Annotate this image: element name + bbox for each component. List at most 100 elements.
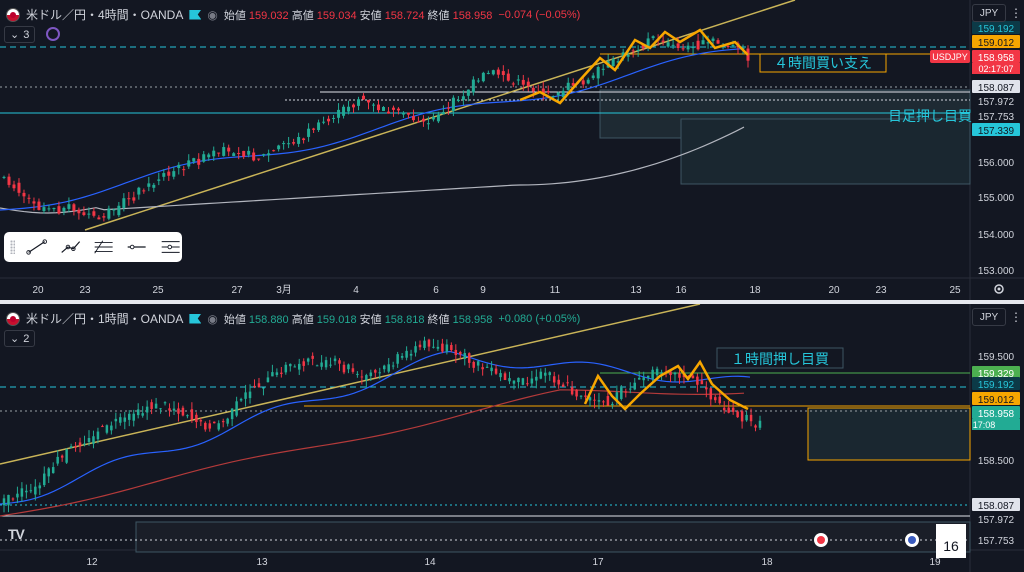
candle	[280, 372, 283, 374]
zone-box	[135, 521, 971, 553]
candle	[602, 401, 605, 403]
calendar-badge[interactable]: 16	[936, 524, 966, 558]
price-label: 158.087	[978, 83, 1015, 94]
candle	[152, 184, 156, 188]
candle	[661, 40, 665, 42]
pane-divider[interactable]	[0, 300, 1024, 304]
candle	[12, 184, 16, 189]
candle	[701, 40, 705, 45]
chart-pane-1h[interactable]: １時間押し目買 159.500 159.329 159.192 159.012 158.9…	[0, 304, 1024, 572]
ohlc-values: 始値 158.880 高値 159.018 安値 158.818 終値 158.…	[224, 311, 493, 327]
countdown-bg	[972, 419, 1020, 430]
candle	[456, 99, 460, 101]
candle	[60, 455, 64, 458]
line-tool-icon[interactable]	[25, 237, 48, 257]
chevron-icon: ⌄	[10, 29, 20, 41]
candle	[137, 187, 141, 195]
candle	[597, 400, 601, 402]
fib-tool-icon[interactable]	[92, 237, 115, 257]
eye-icon[interactable]: ◉	[207, 311, 218, 326]
candle	[700, 380, 704, 385]
annotation-daily-text: 日足押し目買	[888, 108, 972, 124]
candle	[566, 382, 569, 384]
trendline-tool-icon[interactable]	[59, 237, 82, 257]
indicator-toggle[interactable]: ⌄ 3	[4, 26, 36, 43]
candle	[624, 391, 628, 393]
flag-icon[interactable]	[189, 9, 202, 20]
candle	[247, 150, 251, 155]
parallel-tool-icon[interactable]	[159, 237, 182, 257]
flag-icon[interactable]	[189, 313, 202, 324]
candle	[204, 422, 207, 430]
candle	[601, 68, 605, 70]
gear-icon[interactable]	[992, 282, 1006, 296]
candle	[426, 123, 430, 125]
candle	[758, 420, 762, 428]
eye-icon[interactable]: ◉	[207, 7, 218, 22]
candle	[476, 80, 480, 82]
candle	[365, 375, 368, 380]
time-label: 12	[86, 557, 98, 568]
candle	[202, 154, 206, 162]
candle	[87, 213, 91, 215]
candle	[277, 145, 281, 150]
candle	[696, 376, 699, 385]
candle	[154, 403, 158, 409]
candle	[526, 383, 529, 385]
drawing-toolbar[interactable]	[4, 232, 182, 262]
menu-icon[interactable]: ⋮	[1010, 6, 1022, 20]
us-flag-icon[interactable]	[908, 536, 916, 544]
grip-handle[interactable]	[10, 240, 16, 254]
circle-indicator-icon[interactable]	[46, 27, 60, 41]
candle	[427, 339, 431, 347]
candle	[588, 397, 592, 401]
candle	[660, 372, 663, 374]
time-label: 9	[480, 285, 486, 296]
candle	[372, 104, 376, 106]
ohlc-key: 終値	[427, 9, 453, 22]
candle	[56, 456, 59, 464]
candle	[67, 204, 71, 209]
currency-button[interactable]: JPY	[972, 308, 1006, 326]
candle	[217, 152, 221, 154]
candle	[47, 468, 50, 477]
candle	[181, 407, 185, 416]
candle	[400, 356, 404, 358]
price-label: 158.087	[978, 501, 1015, 512]
candle	[92, 436, 95, 444]
price-label: 158.958	[978, 53, 1015, 64]
price-label-bg	[972, 21, 1020, 34]
candle	[459, 351, 462, 355]
candle	[342, 106, 346, 116]
trendline[interactable]	[0, 304, 701, 465]
price-label: 159.012	[978, 395, 1015, 406]
candle	[47, 208, 51, 210]
candle	[351, 368, 355, 372]
us-flag-icon[interactable]	[817, 536, 825, 544]
candle	[641, 44, 645, 49]
price-label-bg	[972, 512, 1020, 525]
time-label: 18	[761, 557, 773, 568]
candle	[626, 55, 630, 57]
symbol-title[interactable]: 米ドル／円・1時間・OANDA	[26, 312, 184, 326]
time-label: 23	[875, 285, 887, 296]
tradingview-logo-icon[interactable]: TV	[8, 526, 25, 542]
indicator-toggle[interactable]: ⌄ 2	[4, 330, 36, 347]
ray-tool-icon[interactable]	[125, 237, 148, 257]
candle	[322, 121, 326, 123]
price-label: 156.000	[978, 158, 1015, 169]
candle	[517, 377, 520, 383]
chart-pane-4h[interactable]: ４時間買い支え 日足押し目買 159.192 159.012 158.958 158.08…	[0, 0, 1024, 300]
symbol-title[interactable]: 米ドル／円・4時間・OANDA	[26, 8, 184, 22]
candle	[581, 80, 585, 85]
menu-icon[interactable]: ⋮	[1010, 310, 1022, 324]
candle	[271, 372, 274, 377]
candle	[631, 50, 635, 52]
candle	[101, 426, 104, 428]
candle	[222, 147, 226, 156]
currency-button[interactable]: JPY	[972, 4, 1006, 22]
flag-icon	[6, 311, 20, 326]
candle	[357, 99, 361, 106]
